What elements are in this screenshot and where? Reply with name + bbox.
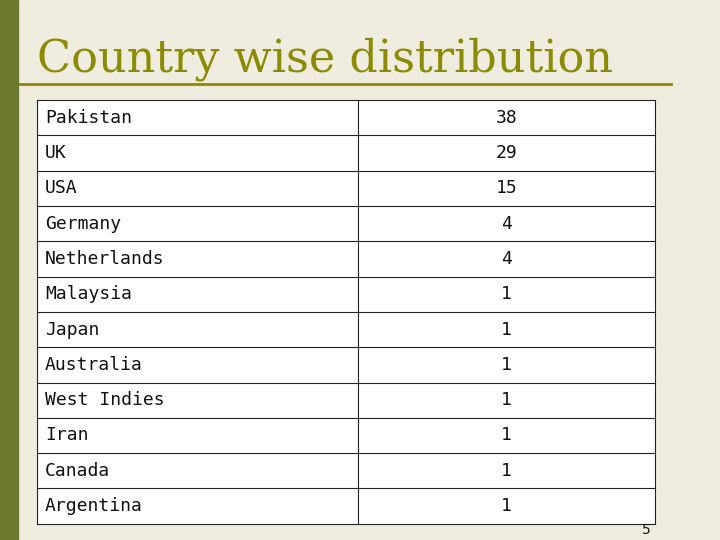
Text: Netherlands: Netherlands (45, 250, 165, 268)
Bar (37, 312, 654, 347)
Text: 4: 4 (501, 214, 512, 233)
Bar (37, 206, 654, 241)
Text: 1: 1 (501, 427, 512, 444)
Text: 4: 4 (501, 250, 512, 268)
Text: Country wise distribution: Country wise distribution (37, 38, 613, 82)
Text: 1: 1 (501, 285, 512, 303)
Text: 1: 1 (501, 356, 512, 374)
Text: Pakistan: Pakistan (45, 109, 132, 126)
Text: Canada: Canada (45, 462, 110, 480)
Text: Iran: Iran (45, 427, 89, 444)
Bar (37, 100, 654, 135)
Bar (37, 453, 654, 489)
Text: 1: 1 (501, 462, 512, 480)
Text: 1: 1 (501, 391, 512, 409)
Text: Germany: Germany (45, 214, 121, 233)
Text: Australia: Australia (45, 356, 143, 374)
Text: 1: 1 (501, 497, 512, 515)
Text: 15: 15 (495, 179, 517, 197)
Text: Malaysia: Malaysia (45, 285, 132, 303)
Text: USA: USA (45, 179, 78, 197)
Text: 1: 1 (501, 321, 512, 339)
Bar (37, 135, 654, 171)
Text: 5: 5 (642, 523, 651, 537)
Bar (37, 276, 654, 312)
Text: 29: 29 (495, 144, 517, 162)
Text: 38: 38 (495, 109, 517, 126)
Bar (37, 418, 654, 453)
Text: West Indies: West Indies (45, 391, 165, 409)
Bar (37, 489, 654, 524)
Text: UK: UK (45, 144, 67, 162)
Text: Japan: Japan (45, 321, 99, 339)
Bar (37, 241, 654, 276)
Bar (37, 347, 654, 382)
Bar (37, 382, 654, 418)
Bar (37, 171, 654, 206)
Text: Argentina: Argentina (45, 497, 143, 515)
